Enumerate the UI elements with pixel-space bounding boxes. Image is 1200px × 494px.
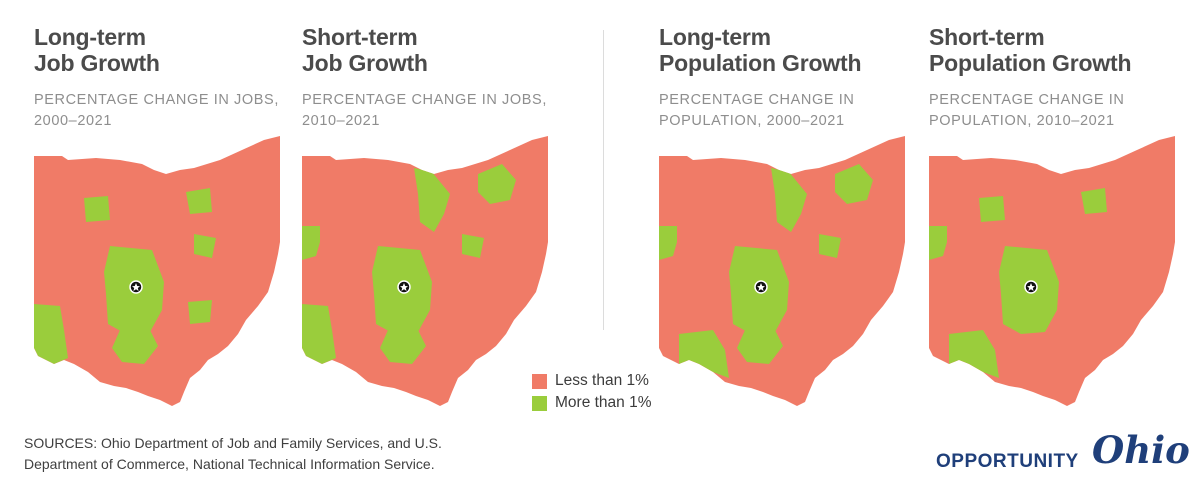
panel-title: Long-term Job Growth [34, 24, 160, 76]
growth-region-southeast-pocket [188, 300, 212, 324]
growth-region-northeast-pocket [186, 188, 212, 214]
growth-region-northwest-pocket [979, 196, 1005, 222]
panel-title-line1: Short-term [929, 24, 1045, 50]
growth-region-west [659, 226, 677, 260]
panel-title: Long-term Population Growth [659, 24, 862, 76]
growth-regions [34, 188, 216, 364]
capital-star-icon [400, 283, 408, 291]
growth-region-east-central [819, 234, 841, 258]
capital-star-icon [132, 283, 140, 291]
panel-title-line2: Population Growth [659, 50, 862, 76]
growth-region-north-central [414, 168, 450, 232]
growth-region-central-south [380, 330, 426, 364]
ohio-map [659, 136, 905, 406]
legend-item-more: More than 1% [532, 392, 652, 414]
legend-label-more: More than 1% [555, 394, 652, 411]
logo-wordmark: OPPORTUNITY [936, 451, 1079, 472]
map-panel-short-term-jobs: Short-term Job Growth PERCENTAGE CHANGE … [302, 0, 562, 420]
legend-swatch-more [532, 395, 547, 411]
opportunity-ohio-logo: OPPORTUNITY Ohio [932, 426, 1190, 486]
ohio-map [34, 136, 280, 406]
panel-subtitle-line2: POPULATION, 2000–2021 [659, 113, 845, 129]
map-panel-long-term-jobs: Long-term Job Growth PERCENTAGE CHANGE I… [34, 0, 294, 420]
sources-line2: Department of Commerce, National Technic… [24, 456, 435, 472]
growth-region-northwest-pocket [84, 196, 110, 222]
growth-region-east-central [462, 234, 484, 258]
panel-title: Short-term Job Growth [302, 24, 428, 76]
logo-script: Ohio [1092, 428, 1190, 472]
sources-line1: SOURCES: Ohio Department of Job and Fami… [24, 435, 442, 451]
growth-region-southwest [679, 330, 729, 378]
growth-region-central-south [737, 330, 783, 364]
capital-star-icon [757, 283, 765, 291]
map-legend: Less than 1% More than 1% [532, 370, 652, 414]
ohio-map [302, 136, 548, 406]
panel-title-line2: Population Growth [929, 50, 1132, 76]
panel-subtitle-line2: POPULATION, 2010–2021 [929, 113, 1115, 129]
panel-title-line1: Long-term [34, 24, 146, 50]
growth-region-northeast-pocket [1081, 188, 1107, 214]
panel-subtitle: PERCENTAGE CHANGE IN POPULATION, 2000–20… [659, 90, 854, 132]
panel-subtitle: PERCENTAGE CHANGE IN JOBS, 2000–2021 [34, 90, 279, 132]
panel-subtitle-line1: PERCENTAGE CHANGE IN [929, 92, 1125, 108]
growth-region-west-central [34, 304, 68, 364]
panel-subtitle: PERCENTAGE CHANGE IN POPULATION, 2010–20… [929, 90, 1124, 132]
panel-subtitle-line2: 2010–2021 [302, 113, 380, 129]
growth-region-north-central [771, 168, 807, 232]
growth-region-west-central [302, 304, 336, 364]
capital-star-icon [1027, 283, 1035, 291]
growth-region-northeast [478, 164, 516, 204]
panel-subtitle: PERCENTAGE CHANGE IN JOBS, 2010–2021 [302, 90, 547, 132]
growth-region-central-south [112, 330, 158, 364]
growth-region-west [302, 226, 320, 260]
growth-region-west [929, 226, 947, 260]
panel-title-line2: Job Growth [34, 50, 160, 76]
panel-title-line1: Long-term [659, 24, 771, 50]
growth-region-southwest [949, 330, 999, 378]
map-panel-short-term-population: Short-term Population Growth PERCENTAGE … [929, 0, 1189, 420]
sources-note: SOURCES: Ohio Department of Job and Fami… [24, 433, 442, 475]
growth-regions [302, 164, 516, 364]
map-panel-long-term-population: Long-term Population Growth PERCENTAGE C… [659, 0, 919, 420]
section-divider [603, 30, 604, 330]
legend-item-less: Less than 1% [532, 370, 652, 392]
ohio-map [929, 136, 1175, 406]
panel-subtitle-line1: PERCENTAGE CHANGE IN JOBS, [302, 92, 547, 108]
panel-subtitle-line2: 2000–2021 [34, 113, 112, 129]
legend-swatch-less [532, 373, 547, 389]
legend-label-less: Less than 1% [555, 372, 649, 389]
panel-title: Short-term Population Growth [929, 24, 1132, 76]
panel-title-line2: Job Growth [302, 50, 428, 76]
growth-region-northeast [835, 164, 873, 204]
panel-subtitle-line1: PERCENTAGE CHANGE IN JOBS, [34, 92, 279, 108]
growth-region-east-central [194, 234, 216, 258]
panel-title-line1: Short-term [302, 24, 418, 50]
panel-subtitle-line1: PERCENTAGE CHANGE IN [659, 92, 855, 108]
